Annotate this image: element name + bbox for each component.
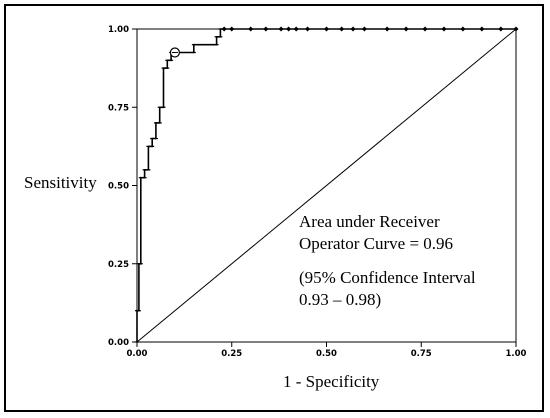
curve-marker	[263, 26, 269, 32]
curve-marker	[498, 26, 504, 32]
auc-line-2: Operator Curve = 0.96	[299, 234, 454, 253]
curve-marker	[293, 26, 299, 32]
curve-markers	[221, 26, 519, 32]
curve-marker	[350, 26, 356, 32]
x-tick-label: 0.75	[411, 349, 432, 359]
curve-marker	[422, 26, 428, 32]
curve-marker	[286, 26, 292, 32]
curve-marker	[248, 26, 254, 32]
curve-marker	[229, 26, 235, 32]
auc-annotation: Area under Receiver Operator Curve = 0.9…	[299, 211, 453, 255]
y-tick-label: 0.75	[108, 103, 129, 113]
curve-marker	[441, 26, 447, 32]
curve-marker	[339, 26, 345, 32]
curve-marker	[513, 26, 519, 32]
y-axis-label: Sensitivity	[24, 173, 97, 192]
x-tick-label: 0.00	[127, 349, 148, 359]
ci-line-1: (95% Confidence Interval	[299, 268, 476, 287]
ticks: 0.00 0.25 0.50 0.75 1.00 0.00 0.25 0.50 0.75 1.00	[108, 25, 527, 359]
y-tick-label: 0.00	[108, 338, 129, 348]
x-tick-label: 1.00	[506, 349, 527, 359]
y-tick-label: 1.00	[108, 25, 129, 35]
reference-line	[136, 28, 517, 343]
auc-line-1: Area under Receiver	[299, 212, 440, 231]
y-tick-label: 0.25	[108, 260, 129, 270]
curve-marker	[221, 26, 227, 32]
curve-marker	[361, 26, 367, 32]
x-tick-label: 0.25	[221, 349, 242, 359]
ci-annotation: (95% Confidence Interval 0.93 – 0.98)	[299, 267, 476, 311]
x-axis-label: 1 - Specificity	[283, 372, 380, 391]
curve-marker	[403, 26, 409, 32]
reference-diagonal	[136, 28, 517, 343]
curve-marker	[479, 26, 485, 32]
curve-marker	[324, 26, 329, 32]
y-tick-label: 0.50	[108, 182, 129, 192]
optimal-point	[169, 47, 180, 58]
ci-line-2: 0.93 – 0.98)	[299, 290, 382, 309]
curve-marker	[384, 26, 390, 32]
curve-marker	[460, 26, 466, 32]
figure-frame	[4, 4, 544, 412]
x-tick-label: 0.50	[316, 349, 337, 359]
curve-marker	[305, 26, 311, 32]
curve-marker	[278, 26, 284, 32]
